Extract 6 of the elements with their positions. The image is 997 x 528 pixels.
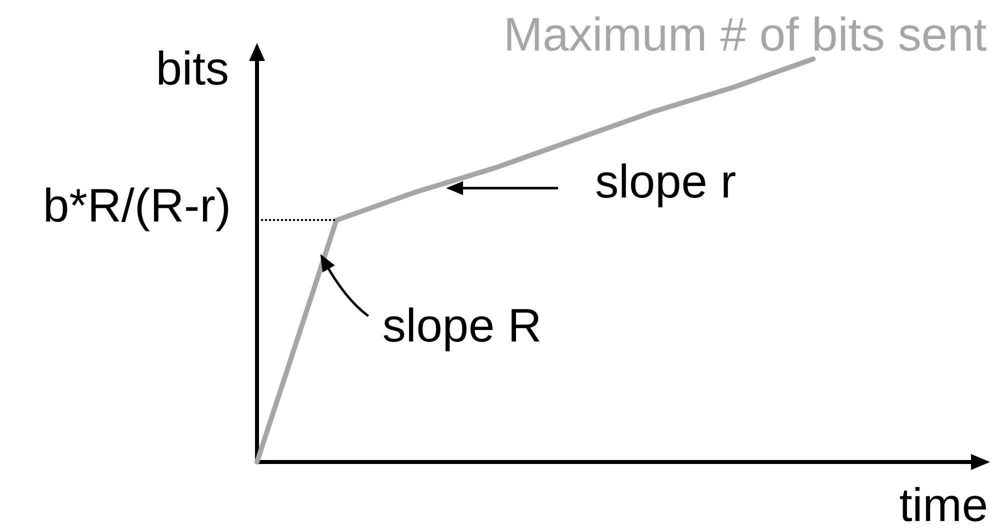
annotation: slope R bbox=[382, 298, 542, 352]
x-axis-title: time bbox=[899, 478, 988, 528]
annotation: slope r bbox=[595, 154, 736, 208]
y-axis-title: bits bbox=[156, 42, 229, 94]
series-label: Maximum # of bits sent bbox=[504, 8, 987, 60]
ref-line-label: b*R/(R-r) bbox=[43, 178, 231, 232]
